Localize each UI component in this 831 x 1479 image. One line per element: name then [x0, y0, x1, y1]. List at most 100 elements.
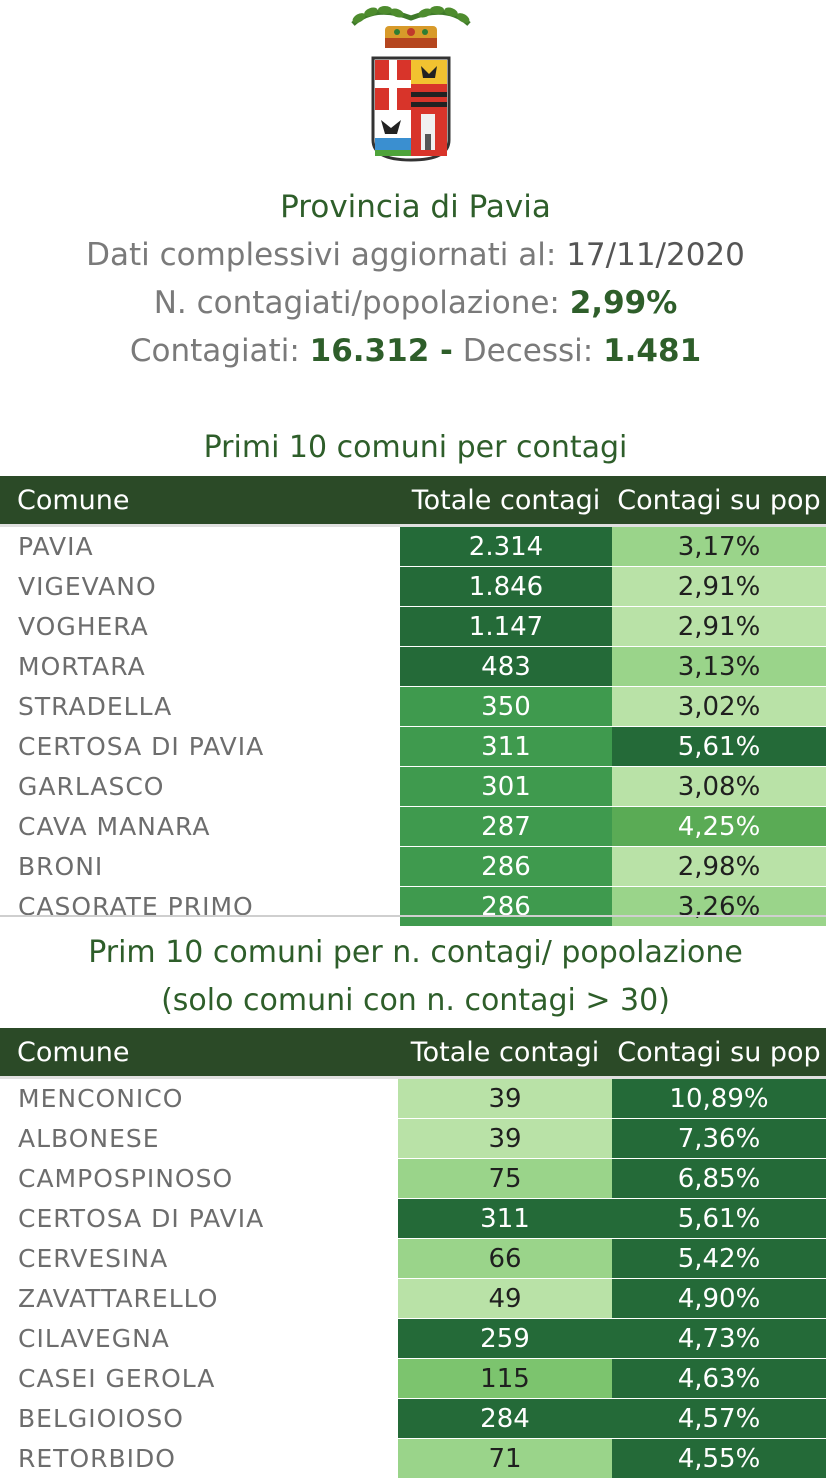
pct-cell: 4,73% — [612, 1318, 826, 1359]
table-row: CAVA MANARA 287 4,25% — [0, 806, 826, 847]
pct-cell: 4,57% — [612, 1398, 826, 1439]
total-cell: 39 — [398, 1118, 612, 1159]
total-cell: 259 — [398, 1318, 612, 1359]
table-row: MORTARA 483 3,13% — [0, 646, 826, 687]
table-row: CASEI GEROLA 115 4,63% — [0, 1358, 826, 1399]
ratio-label: N. contagiati/popolazione: — [153, 285, 560, 321]
table-row: GARLASCO 301 3,08% — [0, 766, 826, 807]
comune-cell: CERTOSA DI PAVIA — [0, 1198, 398, 1239]
ratio-value: 2,99% — [569, 285, 678, 321]
table-row: ALBONESE 39 7,36% — [0, 1118, 826, 1159]
comune-cell: MENCONICO — [0, 1077, 398, 1119]
table-row: CERVESINA 66 5,42% — [0, 1238, 826, 1279]
updated-line: Dati complessivi aggiornati al: 17/11/20… — [0, 237, 831, 273]
total-cell: 2.314 — [400, 525, 612, 567]
deaths-label: Decessi: — [462, 333, 594, 369]
pct-cell: 6,85% — [612, 1158, 826, 1199]
comune-cell: CASEI GEROLA — [0, 1358, 398, 1399]
pct-cell: 3,17% — [612, 525, 826, 567]
table-row: MENCONICO 39 10,89% — [0, 1077, 826, 1119]
total-cell: 483 — [400, 646, 612, 687]
total-cell: 71 — [398, 1438, 612, 1479]
total-cell: 115 — [398, 1358, 612, 1399]
table-row: RETORBIDO 71 4,55% — [0, 1438, 826, 1479]
total-cell: 49 — [398, 1278, 612, 1319]
pct-cell: 4,25% — [612, 806, 826, 847]
table-row: STRADELLA 350 3,02% — [0, 686, 826, 727]
total-cell: 284 — [398, 1398, 612, 1439]
ratio-line: N. contagiati/popolazione: 2,99% — [0, 285, 831, 321]
deaths-value: 1.481 — [603, 333, 702, 369]
table2-header-row: Comune Totale contagi Contagi su pop — [0, 1028, 826, 1079]
comune-cell: MORTARA — [0, 646, 400, 687]
table-row: BELGIOIOSO 284 4,57% — [0, 1398, 826, 1439]
pct-cell: 4,63% — [612, 1358, 826, 1399]
pct-cell: 3,13% — [612, 646, 826, 687]
total-cell: 301 — [400, 766, 612, 807]
table1-title: Primi 10 comuni per contagi — [203, 430, 628, 465]
total-cell: 350 — [400, 686, 612, 727]
totals-line: Contagiati: 16.312 - Decessi: 1.481 — [0, 333, 831, 369]
pct-cell: 3,08% — [612, 766, 826, 807]
comune-cell: VOGHERA — [0, 606, 400, 647]
pct-cell: 7,36% — [612, 1118, 826, 1159]
total-cell: 311 — [400, 726, 612, 767]
updated-label: Dati complessivi aggiornati al: — [86, 237, 557, 273]
table2-title-line1: Prim 10 comuni per n. contagi/ popolazio… — [88, 935, 743, 970]
table-row: VIGEVANO 1.846 2,91% — [0, 566, 826, 607]
table-row: PAVIA 2.314 3,17% — [0, 525, 826, 567]
total-cell: 39 — [398, 1077, 612, 1119]
pct-cell: 5,61% — [612, 1198, 826, 1239]
column-header-total: Totale contagi — [400, 476, 612, 527]
province-title: Provincia di Pavia — [280, 189, 551, 225]
table-row: CASORATE PRIMO 286 3,26% — [0, 886, 826, 927]
comune-cell: ALBONESE — [0, 1118, 398, 1159]
pct-cell: 4,90% — [612, 1278, 826, 1319]
column-header-comune: Comune — [0, 476, 400, 527]
column-header-pct: Contagi su pop — [612, 1028, 826, 1079]
column-header-total: Totale contagi — [398, 1028, 612, 1079]
province-crest-logo — [351, 6, 471, 162]
comune-cell: VIGEVANO — [0, 566, 400, 607]
total-cell: 287 — [400, 806, 612, 847]
comune-cell: CAMPOSPINOSO — [0, 1158, 398, 1199]
comune-cell: CERTOSA DI PAVIA — [0, 726, 400, 767]
comune-cell: RETORBIDO — [0, 1438, 398, 1479]
infected-label: Contagiati: — [129, 333, 300, 369]
table1-header-row: Comune Totale contagi Contagi su pop — [0, 476, 826, 527]
pct-cell: 4,55% — [612, 1438, 826, 1479]
pct-cell: 5,42% — [612, 1238, 826, 1279]
table-row: CERTOSA DI PAVIA 311 5,61% — [0, 1198, 826, 1239]
table2-title-line2: (solo comuni con n. contagi > 30) — [161, 983, 670, 1018]
comune-cell: CERVESINA — [0, 1238, 398, 1279]
comune-cell: PAVIA — [0, 525, 400, 567]
pct-cell: 2,91% — [612, 606, 826, 647]
infected-value: 16.312 - — [309, 333, 453, 369]
comune-cell: CAVA MANARA — [0, 806, 400, 847]
table-row: CERTOSA DI PAVIA 311 5,61% — [0, 726, 826, 767]
total-cell: 286 — [400, 846, 612, 887]
table-row: VOGHERA 1.147 2,91% — [0, 606, 826, 647]
table-row: ZAVATTARELLO 49 4,90% — [0, 1278, 826, 1319]
total-cell: 311 — [398, 1198, 612, 1239]
total-cell: 1.147 — [400, 606, 612, 647]
pct-cell: 2,91% — [612, 566, 826, 607]
updated-value: 17/11/2020 — [566, 237, 745, 273]
comune-cell: CASORATE PRIMO — [0, 886, 400, 927]
table-row: CILAVEGNA 259 4,73% — [0, 1318, 826, 1359]
table-row: CAMPOSPINOSO 75 6,85% — [0, 1158, 826, 1199]
comune-cell: CILAVEGNA — [0, 1318, 398, 1359]
comune-cell: BELGIOIOSO — [0, 1398, 398, 1439]
column-header-comune: Comune — [0, 1028, 398, 1079]
total-cell: 1.846 — [400, 566, 612, 607]
total-cell: 75 — [398, 1158, 612, 1199]
column-header-pct: Contagi su pop — [612, 476, 826, 527]
total-cell: 286 — [400, 886, 612, 927]
total-cell: 66 — [398, 1238, 612, 1279]
pct-cell: 3,26% — [612, 886, 826, 927]
comune-cell: STRADELLA — [0, 686, 400, 727]
comune-cell: BRONI — [0, 846, 400, 887]
table-row: BRONI 286 2,98% — [0, 846, 826, 887]
comune-cell: ZAVATTARELLO — [0, 1278, 398, 1319]
top-cases-table: Comune Totale contagi Contagi su pop PAV… — [0, 476, 826, 927]
